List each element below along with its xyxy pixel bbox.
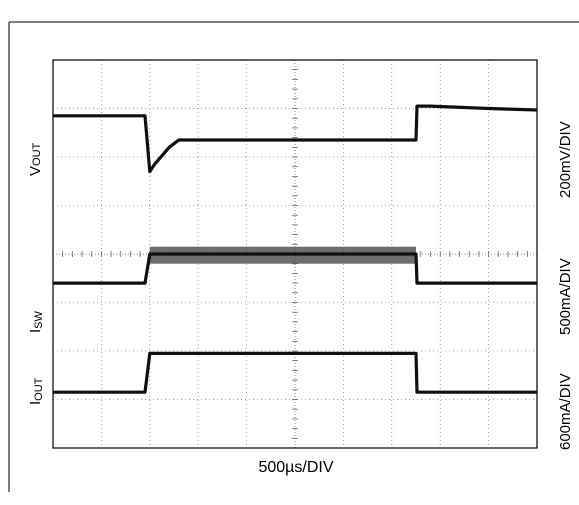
- vout-scale-label: 200mV/DIV: [557, 121, 574, 198]
- vout-channel-label: VOUT: [27, 142, 44, 176]
- x-axis-label: 500µs/DIV: [258, 459, 333, 476]
- iout-scale-label: 600mA/DIV: [557, 373, 574, 450]
- iout-trace-edge: [53, 353, 537, 393]
- vout-trace-edge: [53, 105, 538, 172]
- plot-frame: [52, 59, 538, 449]
- isw-channel-label: ISW: [27, 310, 45, 333]
- scope-plot-area: [52, 59, 538, 449]
- iout-channel-label: IOUT: [27, 377, 45, 405]
- isw-scale-label: 500mA/DIV: [557, 258, 574, 335]
- isw-trace-edge: [53, 253, 537, 284]
